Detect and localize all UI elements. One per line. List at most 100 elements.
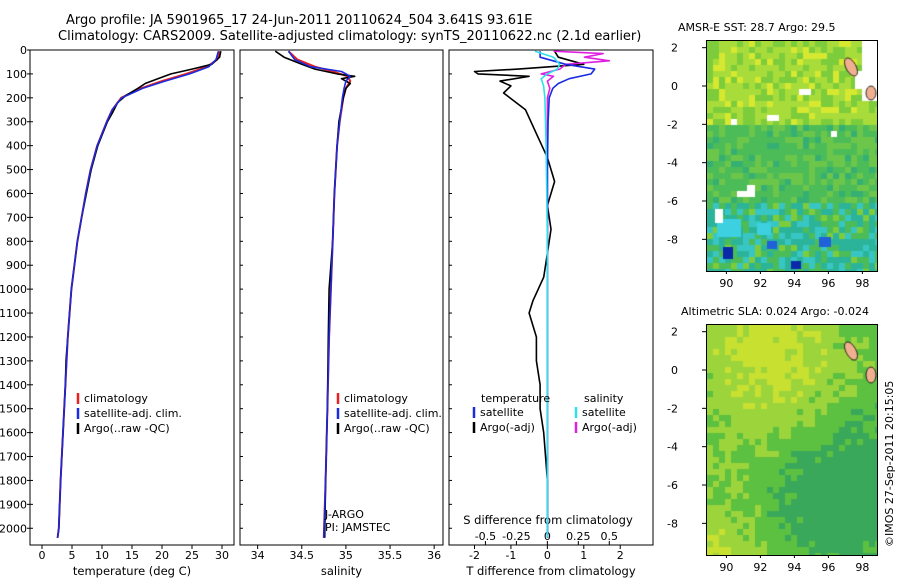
map-lon-tick-label: 98 xyxy=(855,561,869,574)
depth-tick-label: 1000 xyxy=(0,283,27,296)
depth-tick-label: 800 xyxy=(6,235,27,248)
map-lon-tick-label: 96 xyxy=(821,277,835,290)
salinity-diff-satellite-line xyxy=(534,50,561,538)
salinity-x-label: 34.5 xyxy=(290,549,315,562)
sla-map xyxy=(706,324,878,556)
map-lon-tick-label: 90 xyxy=(719,561,733,574)
sla-map-title: Altimetric SLA: 0.024 Argo: -0.024 xyxy=(681,305,869,318)
difference-legend-temperature-title: temperature xyxy=(481,392,550,405)
salinity-argo-line xyxy=(274,50,356,538)
depth-tick-label: 300 xyxy=(6,116,27,129)
temperature-climatology-line xyxy=(56,50,221,538)
map-lon-tick-label: 92 xyxy=(753,561,767,574)
float-pi-label: PI: JAMSTEC xyxy=(325,521,391,534)
salinity-x-label: 35 xyxy=(339,549,353,562)
sst-map-title: AMSR-E SST: 28.7 Argo: 29.5 xyxy=(678,21,836,34)
map-lat-tick-label: -6 xyxy=(667,195,678,208)
map-lat-tick-label: -2 xyxy=(667,402,678,415)
map-lat-tick-label: -8 xyxy=(667,233,678,246)
difference-legend-salinity-label: Argo(-adj) xyxy=(582,421,637,434)
figure-title-line1: Argo profile: JA 5901965_17 24-Jun-2011 … xyxy=(66,13,533,28)
map-lon-tick-label: 94 xyxy=(787,561,801,574)
depth-tick-label: 200 xyxy=(6,92,27,105)
sla-map-canvas xyxy=(707,325,877,555)
salinity-xlabel: salinity xyxy=(321,564,362,578)
map-lon-tick-label: 98 xyxy=(855,277,869,290)
difference-x-label: 1 xyxy=(580,549,587,562)
salinity-diff-tick-label: 0.5 xyxy=(601,530,619,543)
map-lon-tick-label: 90 xyxy=(719,277,733,290)
depth-tick-label: 700 xyxy=(6,211,27,224)
salinity-diff-argo-line xyxy=(540,50,611,538)
difference-x-label: -1 xyxy=(505,549,516,562)
difference-legend-temperature-label: Argo(-adj) xyxy=(480,421,535,434)
temperature-xlabel: temperature (deg C) xyxy=(73,564,191,578)
temperature-legend-label: Argo(..raw -QC) xyxy=(84,422,170,435)
map-lat-tick-label: 2 xyxy=(671,42,678,55)
temperature-x-label: 30 xyxy=(215,549,229,562)
map-lon-tick-label: 94 xyxy=(787,277,801,290)
map-lon-tick-label: 92 xyxy=(753,277,767,290)
depth-tick-label: 400 xyxy=(6,140,27,153)
depth-tick-label: 600 xyxy=(6,187,27,200)
temperature-satellite-line xyxy=(56,50,220,538)
salinity-legend-label: climatology xyxy=(344,392,408,405)
temperature-diff-satellite-line xyxy=(539,51,596,538)
difference-legend-salinity-title: salinity xyxy=(584,392,624,405)
sst-map xyxy=(706,40,878,272)
depth-tick-label: 0 xyxy=(20,44,27,57)
depth-tick-label: 1900 xyxy=(0,498,27,511)
temperature-argo-line xyxy=(56,51,222,538)
depth-tick-label: 1400 xyxy=(0,379,27,392)
temperature-x-label: 10 xyxy=(95,549,109,562)
depth-tick-label: 1300 xyxy=(0,355,27,368)
depth-tick-label: 1800 xyxy=(0,474,27,487)
figure-title-line2: Climatology: CARS2009. Satellite-adjuste… xyxy=(58,29,642,44)
salinity-climatology-line xyxy=(287,50,352,538)
temperature-x-label: 25 xyxy=(185,549,199,562)
difference-x-label: 2 xyxy=(617,549,624,562)
salinity-x-label: 36 xyxy=(427,549,441,562)
map-lat-tick-label: 2 xyxy=(671,326,678,339)
temperature-diff-xlabel: T difference from climatology xyxy=(465,564,636,578)
salinity-x-label: 34 xyxy=(251,549,265,562)
temperature-x-label: 0 xyxy=(39,549,46,562)
depth-tick-label: 1500 xyxy=(0,403,27,416)
depth-tick-label: 900 xyxy=(6,259,27,272)
temperature-legend-label: climatology xyxy=(84,392,148,405)
salinity-x-label: 35.5 xyxy=(378,549,403,562)
difference-legend-temperature-label: satellite xyxy=(480,406,524,419)
sst-map-canvas xyxy=(707,41,877,271)
map-lat-tick-label: -4 xyxy=(667,157,678,170)
temperature-legend-label: satellite-adj. clim. xyxy=(84,407,182,420)
map-lat-tick-label: -4 xyxy=(667,441,678,454)
temperature-x-label: 5 xyxy=(69,549,76,562)
map-lat-tick-label: 0 xyxy=(671,80,678,93)
map-lat-tick-label: 0 xyxy=(671,364,678,377)
depth-tick-label: 2000 xyxy=(0,522,27,535)
temperature-x-label: 20 xyxy=(155,549,169,562)
map-lat-tick-label: -6 xyxy=(667,479,678,492)
depth-tick-label: 1700 xyxy=(0,451,27,464)
temperature-x-label: 15 xyxy=(125,549,139,562)
float-program-label: J-ARGO xyxy=(324,508,364,521)
temperature-diff-argo-line xyxy=(473,50,585,538)
depth-tick-label: 1600 xyxy=(0,427,27,440)
difference-x-label: -2 xyxy=(469,549,480,562)
map-lat-tick-label: -8 xyxy=(667,517,678,530)
map-lat-tick-label: -2 xyxy=(667,118,678,131)
salinity-diff-tick-label: -0.25 xyxy=(502,530,530,543)
credit-timestamp: ©IMOS 27-Sep-2011 20:15:05 xyxy=(883,380,896,547)
difference-legend-salinity-label: satellite xyxy=(582,406,626,419)
salinity-legend-label: satellite-adj. clim. xyxy=(344,407,442,420)
depth-tick-label: 100 xyxy=(6,68,27,81)
map-lon-tick-label: 96 xyxy=(821,561,835,574)
salinity-diff-tick-label: 0.25 xyxy=(566,530,591,543)
salinity-axes xyxy=(239,49,444,546)
depth-tick-label: 1100 xyxy=(0,307,27,320)
depth-tick-label: 500 xyxy=(6,164,27,177)
salinity-legend-label: Argo(..raw -QC) xyxy=(344,422,430,435)
difference-x-label: 0 xyxy=(544,549,551,562)
salinity-satellite-line xyxy=(287,50,352,538)
difference-axes xyxy=(448,49,654,546)
